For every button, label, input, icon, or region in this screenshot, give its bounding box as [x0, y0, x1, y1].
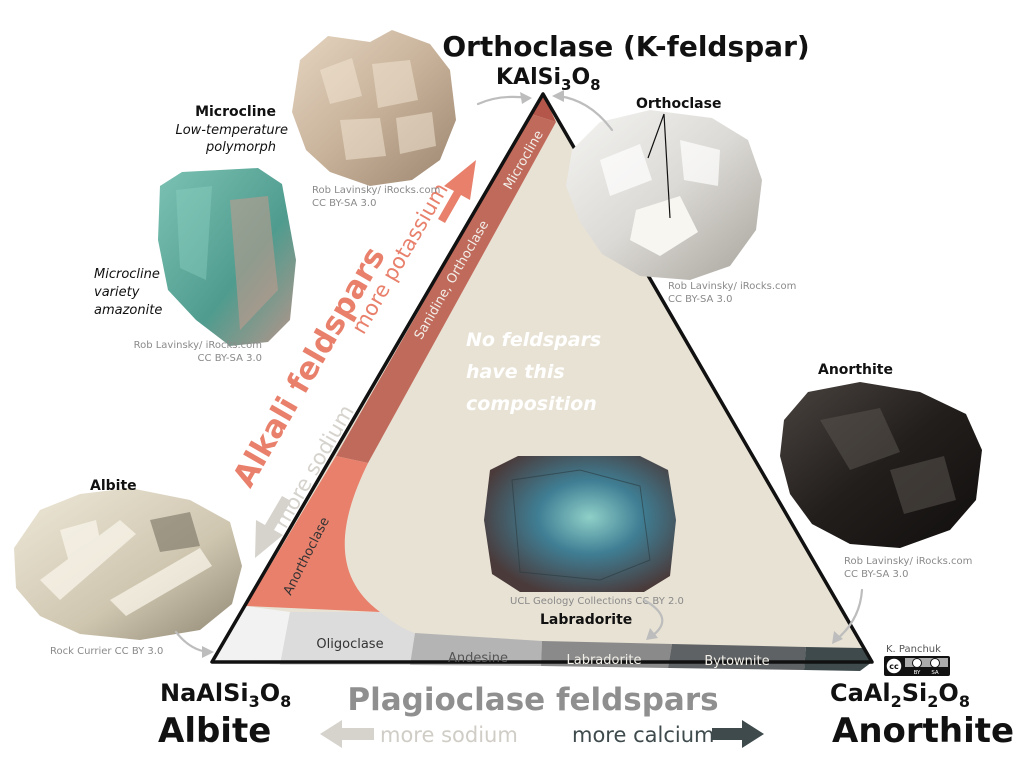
svg-text:SA: SA: [931, 670, 939, 676]
anorthite-name: Anorthite: [818, 362, 893, 378]
center-note: No feldspars have this composition: [466, 329, 601, 415]
anorthite-credit-2: CC BY-SA 3.0: [844, 569, 908, 580]
anorthite-formula: CaAl2Si2O8: [830, 679, 970, 711]
microcline-specimen: [292, 30, 456, 186]
labradorite-specimen: [484, 456, 676, 592]
amazonite-caption-1: Microcline: [94, 267, 160, 282]
albite-vertex-name: Albite: [158, 711, 271, 751]
orthoclase-pointer: [647, 113, 671, 219]
field-label-bytownite: Bytownite: [704, 654, 769, 669]
plagioclase-more-sodium: more sodium: [380, 723, 518, 747]
right-arrow-icon: [712, 720, 764, 748]
plagioclase-more-calcium: more calcium: [572, 723, 714, 747]
field-albite: [212, 606, 290, 665]
arrowhead-icon: [832, 631, 843, 644]
cc-icon: [885, 657, 903, 675]
field-label-labradorite: Labradorite: [566, 653, 641, 668]
amazonite-caption-2: variety: [94, 285, 140, 300]
field-oligoclase: [280, 612, 415, 665]
arrowhead-icon: [202, 646, 214, 658]
up-arrow-icon: [438, 160, 476, 223]
orthoclase-name: Orthoclase: [636, 96, 721, 112]
field-label-oligoclase: Oligoclase: [316, 637, 383, 652]
amazonite-credit-2: CC BY-SA 3.0: [198, 353, 262, 364]
field-anorthoclase: [246, 456, 380, 612]
arrowhead-icon: [646, 628, 658, 640]
ternary-triangle: [210, 92, 874, 671]
microcline-caption-2: polymorph: [205, 140, 276, 155]
triangle-outline: [210, 92, 874, 664]
albite-formula: NaAlSi3O8: [160, 679, 291, 711]
labradorite-credit: UCL Geology Collections CC BY 2.0: [510, 596, 684, 607]
left-arrow-icon: [320, 720, 374, 748]
orthoclase-vertex-name: Orthoclase (K-feldspar): [442, 30, 809, 63]
cc-license-badge: cc BY SA: [884, 656, 950, 676]
center-note-line-3: composition: [466, 393, 597, 415]
svg-text:BY: BY: [914, 670, 921, 676]
arrowhead-icon: [552, 90, 564, 102]
orthoclase-credit-2: CC BY-SA 3.0: [668, 294, 732, 305]
center-note-line-2: have this: [466, 361, 565, 383]
amazonite-specimen: [158, 168, 296, 346]
labradorite-name: Labradorite: [540, 612, 632, 628]
anorthite-credit-1: Rob Lavinsky/ iRocks.com: [844, 556, 972, 567]
microcline-name: Microcline: [195, 104, 276, 120]
field-anorthite: [804, 647, 872, 671]
albite-credit: Rock Currier CC BY 3.0: [50, 646, 163, 657]
author-credit: K. Panchuk: [886, 644, 941, 655]
orthoclase-specimen: [566, 110, 762, 280]
amazonite-credit-1: Rob Lavinsky/ iRocks.com: [134, 340, 262, 351]
svg-text:cc: cc: [889, 662, 899, 671]
sa-icon: [930, 658, 940, 668]
field-label-andesine: Andesine: [448, 651, 508, 666]
pointer-arrows: [174, 90, 864, 658]
field-sanidine-orthoclase: [336, 114, 556, 463]
center-note-line-1: No feldspars: [466, 329, 601, 351]
microcline-caption-1: Low-temperature: [175, 123, 288, 138]
anorthite-vertex-name: Anorthite: [832, 711, 1014, 751]
labradorite-pointer-arrow: [642, 598, 664, 638]
field-andesine: [410, 633, 542, 666]
orthoclase-formula: KAlSi3O8: [496, 65, 601, 94]
arrowhead-icon: [520, 92, 532, 104]
microcline-credit-1: Rob Lavinsky/ iRocks.com: [312, 185, 440, 196]
microcline-credit-2: CC BY-SA 3.0: [312, 198, 376, 209]
by-icon: [912, 658, 922, 668]
down-arrow-icon: [255, 496, 291, 558]
plagioclase-calcium-arrow: more calcium: [572, 720, 764, 748]
plagioclase-title: Plagioclase feldspars: [347, 682, 718, 718]
albite-name: Albite: [90, 478, 137, 494]
field-microcline: [531, 94, 556, 122]
anorthite-specimen: [780, 382, 982, 548]
plagioclase-sodium-arrow: more sodium: [320, 720, 518, 748]
orthoclase-credit-1: Rob Lavinsky/ iRocks.com: [668, 281, 796, 292]
microcline-pointer-arrow: [476, 95, 530, 106]
albite-specimen: [14, 488, 242, 640]
amazonite-caption-3: amazonite: [94, 303, 162, 318]
no-feldspar-region: [212, 94, 872, 662]
